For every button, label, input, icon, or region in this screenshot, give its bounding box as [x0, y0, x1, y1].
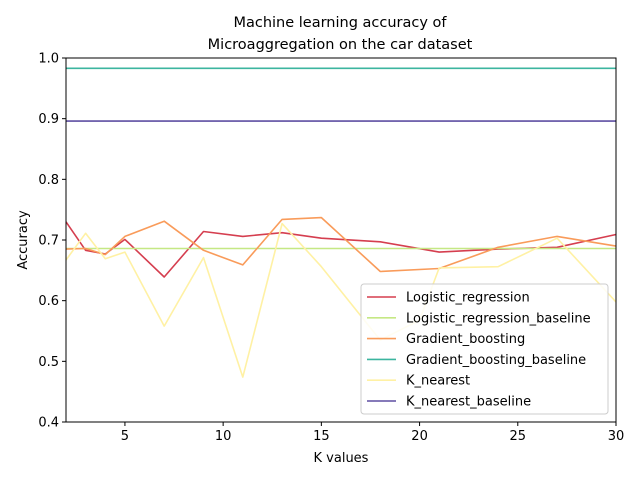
legend-label-gradient-boosting-baseline: Gradient_boosting_baseline — [406, 353, 586, 368]
x-tick-label: 10 — [215, 429, 232, 444]
chart-title-line-2: Microaggregation on the car dataset — [208, 37, 473, 53]
legend: Logistic_regression Logistic_regression_b… — [360, 283, 609, 415]
legend-label-gradient-boosting: Gradient_boosting — [406, 332, 525, 347]
x-tick-label: 15 — [313, 429, 330, 444]
y-tick-label: 0.5 — [38, 355, 59, 370]
series-layer — [65, 67, 617, 378]
y-tick-label: 0.6 — [38, 294, 59, 309]
y-axis-label: Accuracy — [16, 210, 31, 270]
y-tick-label: 0.7 — [38, 234, 59, 249]
x-tick-label: 30 — [608, 429, 625, 444]
y-tick-label: 0.4 — [38, 416, 59, 431]
legend-label-k-nearest-baseline: K_nearest_baseline — [406, 395, 531, 410]
legend-label-k-nearest: K_nearest — [406, 374, 470, 389]
x-tick-label: 20 — [411, 429, 428, 444]
series-line-k-nearest — [65, 222, 617, 378]
legend-label-logistic-regression: Logistic_regression — [406, 291, 530, 306]
y-tick-label: 0.8 — [38, 173, 59, 188]
x-axis-label: K values — [314, 451, 369, 466]
y-tick-label: 0.9 — [38, 112, 59, 127]
x-tick-label: 5 — [121, 429, 129, 444]
y-tick-label: 1.0 — [38, 52, 59, 67]
chart-title-line-1: Machine learning accuracy of — [233, 15, 447, 31]
x-tick-label: 25 — [510, 429, 527, 444]
x-axis: 5 10 15 20 25 30 — [121, 422, 624, 444]
series-line-gradient-boosting — [65, 216, 617, 273]
y-axis: 0.4 0.5 0.6 0.7 0.8 0.9 1.0 — [38, 52, 66, 431]
legend-box — [360, 283, 609, 415]
legend-label-logistic-regression-baseline: Logistic_regression_baseline — [406, 311, 591, 326]
